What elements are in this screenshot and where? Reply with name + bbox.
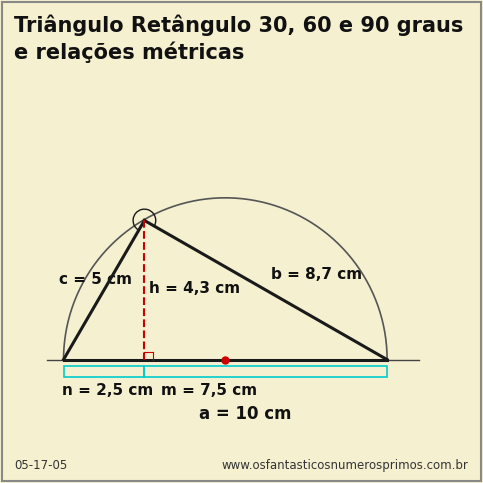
- Text: m = 7,5 cm: m = 7,5 cm: [161, 383, 257, 398]
- Text: Triângulo Retângulo 30, 60 e 90 graus
e relações métricas: Triângulo Retângulo 30, 60 e 90 graus e …: [14, 14, 464, 63]
- Bar: [144, 366, 387, 377]
- Text: a = 10 cm: a = 10 cm: [199, 405, 292, 424]
- Text: h = 4,3 cm: h = 4,3 cm: [149, 281, 241, 296]
- Text: n = 2,5 cm: n = 2,5 cm: [62, 383, 153, 398]
- Text: b = 8,7 cm: b = 8,7 cm: [270, 267, 362, 282]
- Bar: [64, 366, 144, 377]
- Text: 05-17-05: 05-17-05: [14, 459, 68, 472]
- Text: c = 5 cm: c = 5 cm: [58, 271, 132, 286]
- Text: www.osfantasticosnumerosprimos.com.br: www.osfantasticosnumerosprimos.com.br: [222, 459, 469, 472]
